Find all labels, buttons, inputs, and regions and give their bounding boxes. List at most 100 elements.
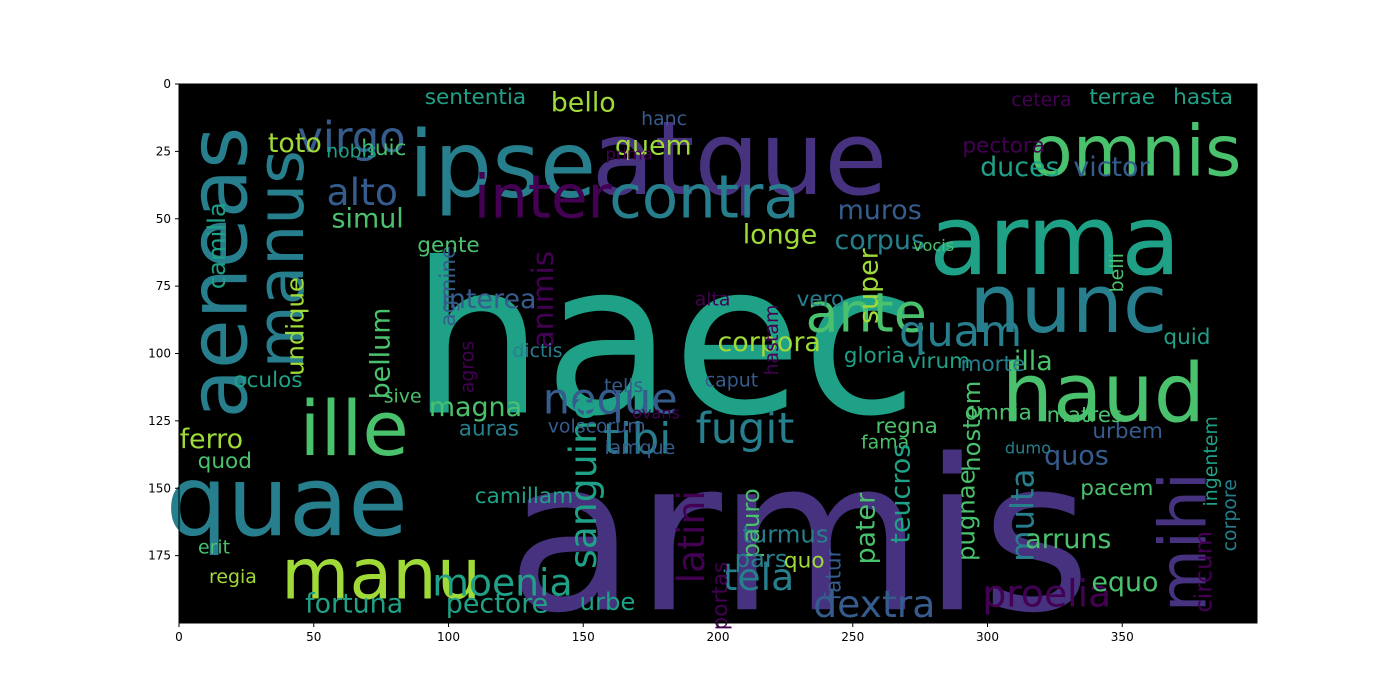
word-belli-96: belli (1106, 253, 1128, 292)
y-tick-label-0: 0 (163, 77, 171, 91)
word-sententia-87: sententia (425, 85, 526, 110)
word-omnia-60: omnia (965, 400, 1032, 425)
word-undique-48: undique (280, 277, 309, 376)
word-corpore-102: corpore (1219, 479, 1241, 551)
word-inter-14: inter (474, 163, 613, 232)
x-tick-label-0: 0 (175, 630, 183, 644)
x-tick-label-100: 100 (437, 630, 460, 644)
word-arma-3: arma (929, 184, 1181, 297)
word-proelia-28: proelia (982, 571, 1111, 615)
word-pectora-95: pectora (962, 133, 1045, 158)
word-quae-10: quae (166, 445, 408, 558)
word-arruns-67: arruns (1025, 524, 1111, 555)
word-alta-91: alta (695, 289, 731, 311)
y-tick-label-125: 125 (148, 414, 171, 428)
x-tick-label-150: 150 (572, 630, 595, 644)
y-tick-label-150: 150 (148, 481, 171, 495)
y-tick-label-50: 50 (156, 212, 171, 226)
word-fatur-73: fatur (821, 548, 846, 600)
x-tick-label-50: 50 (306, 630, 321, 644)
word-pater-65: pater (851, 492, 882, 565)
word-armis-1: armis (507, 414, 1091, 659)
word-agros-103: agros (456, 341, 478, 393)
word-manu-12: manu (281, 533, 481, 615)
word-contra-15: contra (609, 163, 799, 232)
word-omnis-6: omnis (1030, 110, 1242, 192)
word-huic-85: huic (361, 136, 406, 161)
x-tick-label-250: 250 (841, 630, 864, 644)
word-ille-11: ille (299, 385, 408, 473)
word-haec-0: haec (411, 218, 918, 463)
word-pacem-59: pacem (1080, 476, 1153, 501)
word-manus-9: manus (244, 150, 319, 368)
plot-background (179, 84, 1257, 623)
word-dictis-82: dictis (512, 340, 562, 362)
word-telis-81: telis (604, 375, 643, 397)
word-aeneas-8: aeneas (172, 127, 266, 419)
word-terrae-93: terrae (1089, 85, 1155, 110)
word-mihi-13: mihi (1147, 472, 1222, 612)
word-matres-61: matres (1047, 403, 1123, 428)
word-muros-34: muros (838, 195, 922, 226)
word-agmine-83: agmine (436, 246, 461, 327)
word-camilla-49: camilla (202, 202, 231, 289)
word-longe-35: longe (743, 219, 818, 250)
word-oculos-77: oculos (233, 368, 302, 393)
word-ferro-45: ferro (180, 424, 244, 455)
word-bello-32: bello (551, 87, 616, 118)
y-axis: 0 25 50 75 100 125 150 175 (148, 77, 179, 563)
word-dumo-107: dumo (1005, 438, 1051, 457)
x-axis: 0 50 100 150 200 250 300 350 (175, 623, 1134, 644)
word-tibi-21: tibi (603, 415, 671, 465)
word-hastam-90: hastam (761, 305, 783, 376)
word-camillam-76: camillam (475, 484, 573, 509)
word-quos-58: quos (1044, 440, 1109, 471)
word-haud-7: haud (1002, 347, 1205, 441)
word-alto-19: alto (327, 170, 398, 214)
word-fugit-22: fugit (696, 404, 795, 454)
word-volscorum-79: volscorum (548, 415, 646, 437)
word-virgo-18: virgo (297, 113, 405, 163)
word-magna-46: magna (429, 392, 522, 423)
x-tick-label-350: 350 (1111, 630, 1134, 644)
word-hostem-56: hostem (957, 381, 986, 472)
word-virum-54: virum (908, 349, 970, 374)
word-atque-2: atque (592, 100, 888, 219)
word-morte-55: morte (960, 352, 1025, 377)
word-dextra-27: dextra (813, 582, 935, 626)
word-victor-39: victor (1073, 152, 1150, 183)
word-moenia-25: moenia (432, 561, 572, 605)
word-caput-89: caput (705, 369, 758, 391)
word-tela-26: tela (723, 555, 795, 599)
word-simul-43: simul (332, 203, 404, 234)
word-corpus-36: corpus (834, 225, 924, 256)
word-prima-105: prima (606, 145, 653, 164)
word-hasta-92: hasta (1173, 85, 1233, 110)
word-quid-41: quid (1163, 325, 1210, 350)
word-illa-40: illa (1014, 346, 1053, 377)
word-quem-47: quem (615, 130, 692, 161)
word-urbem-57: urbem (1092, 419, 1163, 444)
word-pauro-71: pauro (736, 488, 765, 558)
word-toto-33: toto (268, 128, 322, 159)
word-super-42: super (853, 247, 884, 324)
y-tick-label-100: 100 (148, 347, 171, 361)
word-sive-104: sive (384, 386, 422, 408)
word-duces-38: duces (980, 152, 1059, 183)
word-corpora-37: corpora (718, 327, 821, 358)
word-quod-100: quod (198, 449, 252, 474)
x-tick-label-300: 300 (976, 630, 999, 644)
word-ovans-106: ovans (632, 403, 680, 422)
word-vero-52: vero (797, 287, 845, 312)
word-auras-78: auras (459, 416, 519, 441)
word-sanguine-23: sanguine (561, 397, 605, 569)
word-ingentem-101: ingentem (1200, 416, 1222, 506)
word-teucros-64: teucros (886, 444, 917, 544)
y-tick-label-25: 25 (156, 144, 171, 158)
word-gente-84: gente (417, 233, 479, 258)
word-ante-16: ante (805, 282, 926, 345)
word-fama-63: fama (861, 431, 909, 453)
